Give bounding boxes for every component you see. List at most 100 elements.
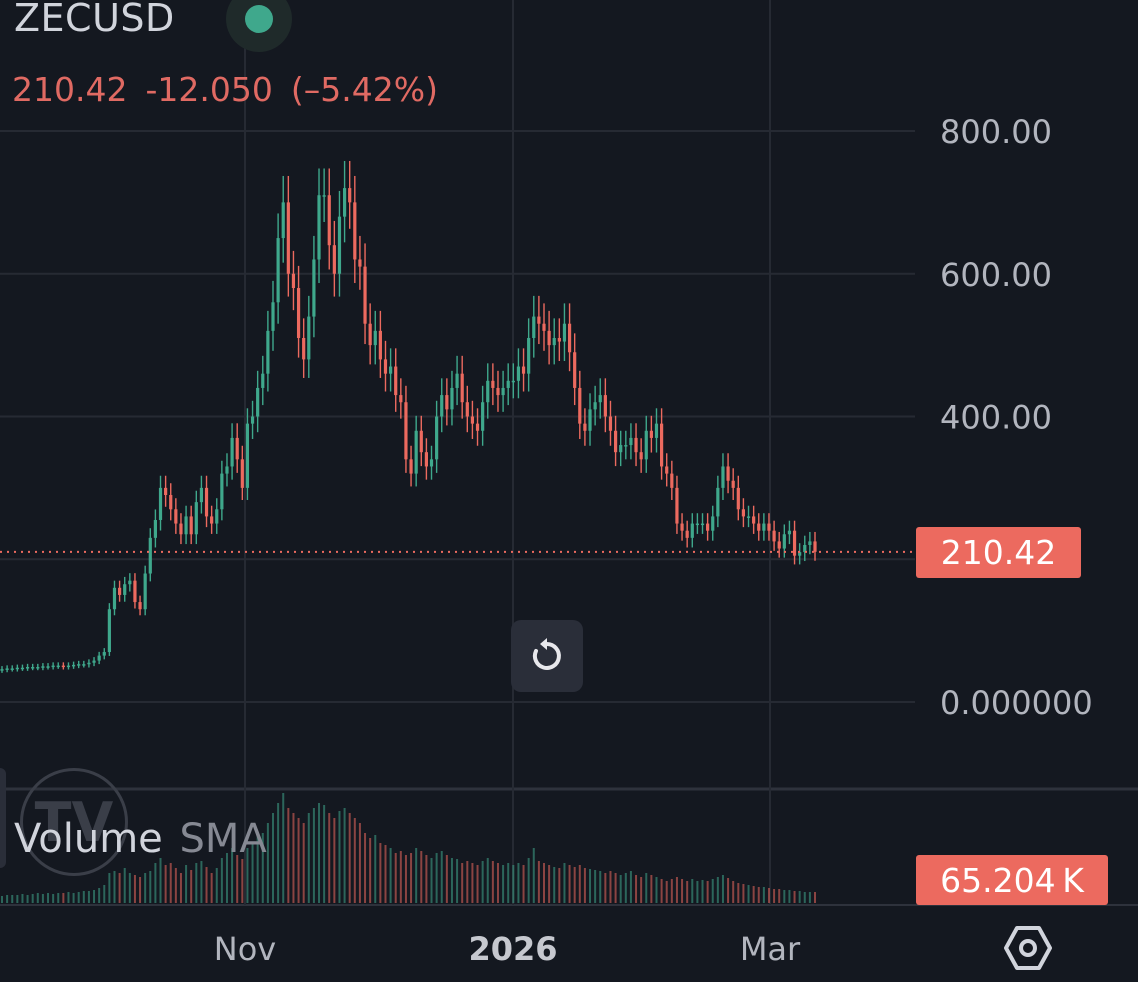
volume-bar bbox=[691, 879, 694, 903]
candle bbox=[532, 295, 536, 358]
volume-bar bbox=[272, 813, 274, 903]
candle bbox=[240, 445, 244, 501]
volume-bar bbox=[624, 873, 627, 903]
volume-bar bbox=[144, 873, 147, 903]
candle bbox=[271, 280, 275, 351]
candle bbox=[317, 168, 321, 284]
volume-bar bbox=[312, 808, 315, 903]
candle bbox=[470, 400, 475, 439]
volume-bar bbox=[98, 888, 101, 903]
candle bbox=[61, 662, 65, 670]
candle bbox=[721, 453, 725, 501]
settings-icon[interactable] bbox=[1004, 924, 1052, 972]
candle bbox=[598, 378, 602, 419]
volume-bar bbox=[236, 855, 239, 903]
candle bbox=[230, 423, 234, 480]
candle bbox=[118, 580, 122, 602]
volume-bar bbox=[169, 863, 172, 903]
candle bbox=[261, 355, 265, 406]
symbol-title[interactable]: ZECUSD bbox=[14, 0, 175, 40]
volume-bar bbox=[139, 877, 142, 903]
volume-bar bbox=[507, 863, 510, 903]
candle bbox=[670, 460, 674, 501]
candle bbox=[460, 355, 464, 419]
price-axis[interactable]: 800.00 600.00 400.00 0.000000 bbox=[940, 113, 1093, 722]
candle bbox=[808, 531, 812, 555]
candle bbox=[567, 303, 572, 372]
candle bbox=[210, 505, 214, 534]
candle bbox=[772, 520, 776, 551]
candle bbox=[102, 648, 106, 660]
volume-bar bbox=[737, 883, 740, 903]
candle bbox=[634, 423, 638, 467]
candle bbox=[0, 666, 4, 673]
volume-bar bbox=[589, 869, 592, 903]
volume-bar bbox=[190, 870, 193, 903]
volume-bar bbox=[185, 865, 188, 903]
candle bbox=[660, 408, 664, 480]
volume-bar bbox=[205, 867, 208, 903]
candle bbox=[235, 423, 239, 473]
candle bbox=[440, 378, 444, 433]
volume-bar bbox=[241, 859, 244, 903]
volume-bar bbox=[72, 893, 75, 903]
candle bbox=[787, 520, 792, 545]
candle bbox=[143, 565, 147, 616]
candle bbox=[716, 475, 720, 528]
volume-bar bbox=[195, 863, 198, 903]
candle bbox=[389, 348, 393, 392]
candle bbox=[276, 213, 280, 324]
volume-bar bbox=[456, 859, 459, 903]
volume-bar bbox=[609, 871, 612, 903]
side-panel-handle[interactable] bbox=[0, 768, 6, 868]
volume-bar bbox=[41, 894, 44, 903]
volume-bar bbox=[578, 865, 581, 903]
candle bbox=[527, 318, 531, 392]
x-tick-label: Nov bbox=[214, 930, 276, 968]
candle bbox=[327, 168, 331, 270]
candle bbox=[700, 513, 705, 534]
candle bbox=[803, 535, 807, 562]
volume-bar bbox=[732, 881, 735, 903]
candle bbox=[588, 393, 592, 446]
volume-bar bbox=[31, 894, 34, 903]
volume-bar bbox=[123, 868, 126, 903]
candle bbox=[353, 175, 357, 284]
volume-bar bbox=[251, 843, 254, 903]
candle bbox=[332, 220, 336, 297]
candle bbox=[573, 333, 577, 406]
volume-bar bbox=[481, 861, 484, 903]
volume-bar bbox=[77, 892, 80, 903]
volume-bar bbox=[681, 879, 684, 903]
volume-bar bbox=[133, 875, 136, 903]
market-status-dot bbox=[245, 5, 273, 33]
candle bbox=[31, 663, 35, 671]
volume-indicator-label[interactable]: Volume SMA bbox=[14, 816, 267, 862]
candle bbox=[445, 378, 449, 426]
volume-bar bbox=[537, 861, 540, 903]
time-axis[interactable]: Nov 2026 Mar bbox=[214, 930, 801, 968]
volume-bar bbox=[706, 881, 709, 903]
volume-bar bbox=[716, 877, 719, 903]
candle bbox=[675, 475, 679, 534]
volume-bar bbox=[215, 868, 218, 903]
volume-bar bbox=[619, 875, 622, 903]
candle bbox=[394, 348, 398, 412]
volume-bar bbox=[783, 890, 786, 903]
volume-bar bbox=[543, 863, 545, 903]
x-tick-label: 2026 bbox=[468, 930, 557, 968]
volume-indicator-ma: SMA bbox=[179, 816, 267, 862]
candle bbox=[409, 445, 413, 487]
candle bbox=[245, 408, 250, 501]
reset-chart-button[interactable] bbox=[511, 620, 583, 692]
volume-bar bbox=[379, 843, 382, 903]
reset-icon bbox=[532, 638, 561, 670]
volume-bar bbox=[384, 845, 387, 903]
volume-bar bbox=[210, 873, 213, 903]
volume-bar bbox=[420, 851, 423, 903]
volume-bar bbox=[21, 894, 24, 903]
volume-bar bbox=[553, 867, 556, 903]
candle bbox=[112, 580, 117, 616]
candle bbox=[296, 265, 301, 358]
